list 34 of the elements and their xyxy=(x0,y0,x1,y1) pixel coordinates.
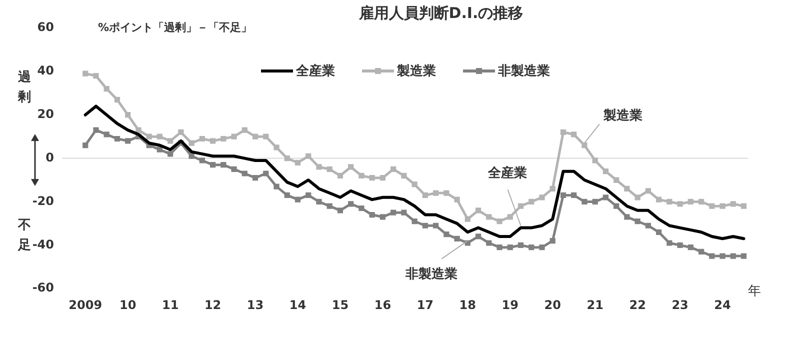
x-tick-label: 19 xyxy=(502,298,518,312)
y-tick-label: 0 xyxy=(46,150,54,164)
text: 過剰 xyxy=(18,69,32,107)
y-tick-label: 20 xyxy=(37,106,54,121)
legend-label: 全産業 xyxy=(296,62,335,80)
annotation: 非製造業 xyxy=(404,267,458,282)
x-axis-title: 年 xyxy=(748,283,761,300)
x-tick-label: 11 xyxy=(162,298,179,312)
legend-label: 非製造業 xyxy=(498,63,550,80)
x-tick-label: 20 xyxy=(544,298,561,312)
x-tick-label: 10 xyxy=(119,298,136,312)
x-tick-label: 18 xyxy=(459,298,476,312)
annotation: 製造業 xyxy=(602,108,642,124)
x-tick-label: 17 xyxy=(416,298,434,312)
annotation: 全産業 xyxy=(487,164,528,181)
text: 不足 xyxy=(18,217,32,255)
y-axis-title: %ポイント「過剰」－「不足」 xyxy=(98,20,252,35)
y-tick-label: 40 xyxy=(37,64,54,78)
legend-label: 製造業 xyxy=(397,63,436,80)
x-tick-label: 21 xyxy=(586,298,604,312)
x-tick-label: 24 xyxy=(714,298,731,312)
x-tick-label: 15 xyxy=(332,298,349,312)
x-tick-label: 14 xyxy=(289,298,306,312)
y-tick-label: -20 xyxy=(32,194,54,208)
x-tick-label: 22 xyxy=(629,298,646,312)
y-tick-label: 60 xyxy=(37,20,54,34)
x-tick-label: 23 xyxy=(672,298,688,312)
x-tick-label: 12 xyxy=(204,298,222,312)
x-tick-label: 16 xyxy=(374,298,392,312)
y-tick-label: -40 xyxy=(32,237,54,252)
chart-title: 雇用人員判断D.I.の推移 xyxy=(358,4,524,22)
y-tick-label: -60 xyxy=(32,280,54,295)
x-tick-label: 13 xyxy=(246,298,264,312)
x-tick-label: 2009 xyxy=(68,298,102,312)
